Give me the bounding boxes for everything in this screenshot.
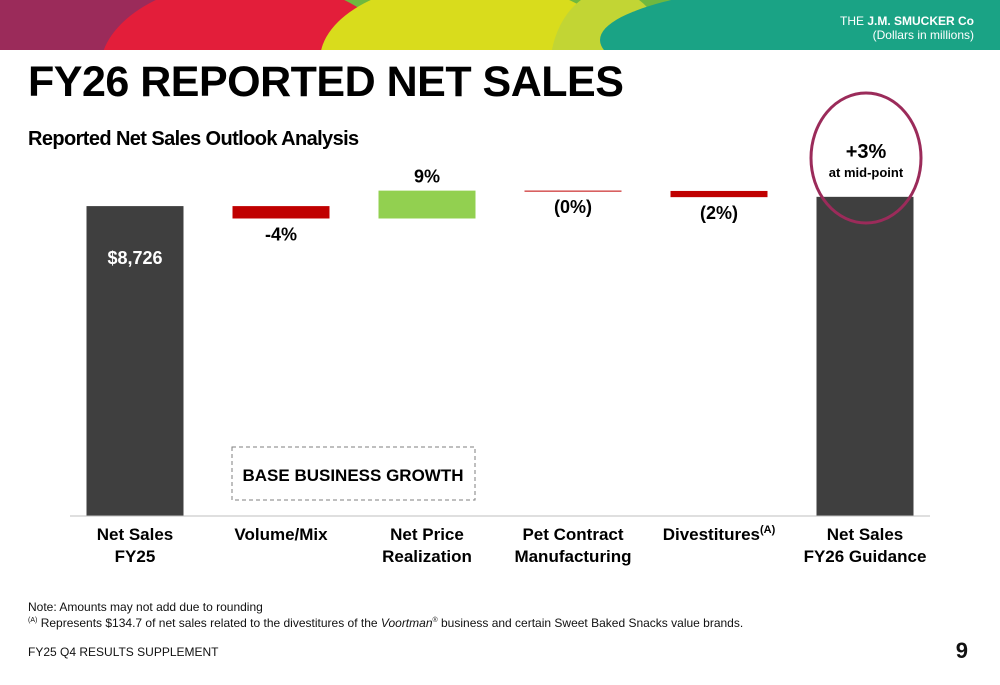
chart-subtitle: Reported Net Sales Outlook Analysis <box>28 128 359 150</box>
page-number: 9 <box>955 638 968 663</box>
x-tick-label-1-2: FY25 <box>115 547 156 566</box>
x-tick-label-4-2: Manufacturing <box>514 547 631 566</box>
bar-1 <box>86 206 184 516</box>
footnote-mark: (A) <box>28 617 38 624</box>
x-tick-label-6-1: Net Sales <box>827 525 904 544</box>
footnote-reg: ® <box>432 617 438 624</box>
brand-name: J.M. SMUCKER Co <box>867 14 974 28</box>
data-label-2: -4% <box>265 224 297 244</box>
x-tick-label-3-1: Net Price <box>390 525 464 544</box>
brand-logo: THE J.M. SMUCKER Co (Dollars in millions… <box>840 14 974 42</box>
brand-prefix: THE <box>839 14 864 28</box>
midpoint-callout: +3% at mid-point <box>809 91 923 225</box>
x-tick-label-3-2: Realization <box>382 547 472 566</box>
footnote-text-post: business and certain Sweet Baked Snacks … <box>437 616 744 630</box>
bar-5 <box>670 190 768 198</box>
bar-3 <box>378 190 476 219</box>
data-label-5: (2%) <box>700 203 738 223</box>
callout-value: +3% <box>846 141 887 163</box>
footnote-a: (A) Represents $134.7 of net sales relat… <box>28 616 743 630</box>
rounding-note: Note: Amounts may not add due to roundin… <box>28 600 263 614</box>
units-note: (Dollars in millions) <box>872 28 974 42</box>
x-tick-label-1-1: Net Sales <box>97 525 174 544</box>
callout-label: at mid-point <box>829 165 904 180</box>
data-label-1: $8,726 <box>107 248 162 268</box>
bar-4 <box>524 190 622 192</box>
x-tick-label-2-1: Volume/Mix <box>234 525 328 544</box>
x-tick-label-5-1: Divestitures(A) <box>663 524 776 544</box>
base-business-box: BASE BUSINESS GROWTH <box>231 446 476 501</box>
callout-ring <box>809 91 923 225</box>
data-label-3: 9% <box>414 167 440 187</box>
footnote-text-pre: Represents $134.7 of net sales related t… <box>40 616 381 630</box>
data-label-4: (0%) <box>554 197 592 217</box>
x-tick-label-4-1: Pet Contract <box>522 525 623 544</box>
page-title: FY26 REPORTED NET SALES <box>28 58 624 106</box>
footer-label: FY25 Q4 RESULTS SUPPLEMENT <box>28 645 219 659</box>
waterfall-chart: $8,726 -4% 9% (0%) (2%) BASE BUSINESS GROWTH… <box>70 91 930 566</box>
x-tick-label-6-2: FY26 Guidance <box>804 547 927 566</box>
bar-2 <box>232 206 330 219</box>
bar-6 <box>816 196 914 516</box>
header-banner <box>0 0 1000 50</box>
base-business-label: BASE BUSINESS GROWTH <box>242 466 463 485</box>
footnote-brand: Voortman <box>380 616 433 630</box>
